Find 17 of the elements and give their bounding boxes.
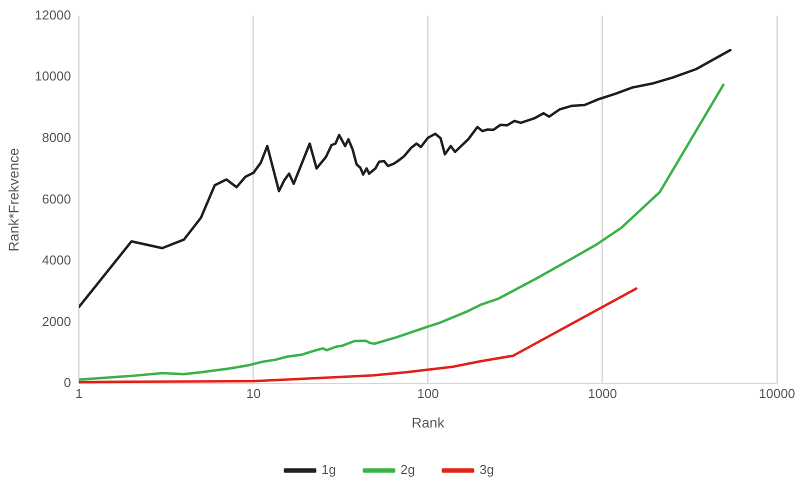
legend-label: 2g xyxy=(400,462,415,478)
x-axis-title: Rank xyxy=(412,414,446,430)
x-tick-label: 1000 xyxy=(588,386,617,401)
x-tick-label: 100 xyxy=(417,386,439,401)
y-tick-label: 2000 xyxy=(42,314,71,329)
x-tick-label: 10000 xyxy=(758,386,796,401)
y-tick-label: 0 xyxy=(64,375,71,390)
y-tick-label: 8000 xyxy=(42,130,71,145)
y-tick-label: 6000 xyxy=(42,191,71,206)
legend-label: 1g xyxy=(322,462,336,478)
y-tick-label: 12000 xyxy=(34,7,71,22)
y-tick-label: 4000 xyxy=(42,252,71,268)
y-axis-title: Rank*Frekvence xyxy=(5,148,22,252)
x-tick-label: 10 xyxy=(246,386,261,401)
x-tick-label: 1 xyxy=(75,386,83,401)
y-tick-label: 10000 xyxy=(34,68,71,84)
legend-label: 3g xyxy=(479,462,494,478)
